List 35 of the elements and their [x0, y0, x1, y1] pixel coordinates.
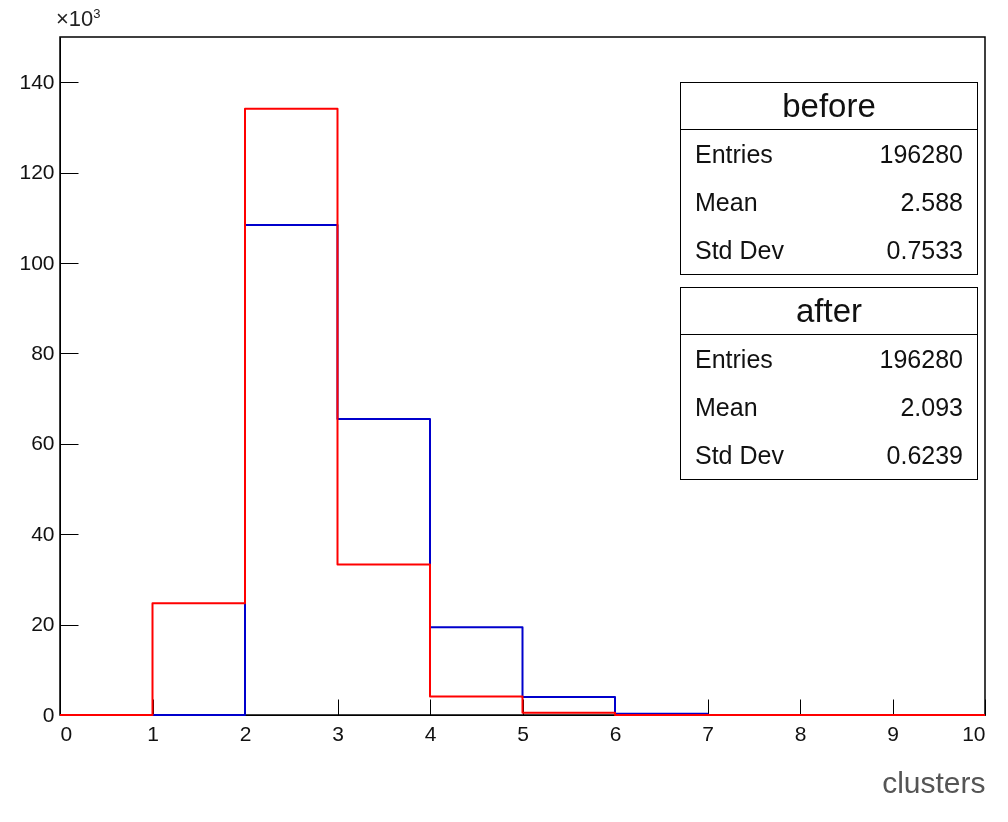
y-tick-label: 140: [19, 69, 55, 93]
y-tick-label: 60: [31, 431, 55, 455]
x-tick-label: 4: [424, 721, 437, 745]
annotation: 2.588: [900, 187, 963, 218]
annotation: after: [681, 288, 977, 335]
annotation: Mean: [695, 187, 758, 218]
x-tick-label: 9: [887, 721, 899, 745]
y-tick-label: 80: [31, 340, 55, 364]
annotation: Entries: [695, 344, 773, 375]
annotation: 196280: [879, 139, 963, 170]
x-tick-label: 10: [962, 721, 986, 745]
y-tick-label: 100: [19, 250, 55, 274]
annotation: Entries: [695, 139, 773, 170]
annotation: before: [681, 83, 977, 130]
y-tick-label: 20: [31, 612, 55, 636]
y-tick-label: 120: [19, 160, 55, 184]
y-axis-title: ×10$^{3}$: [56, 6, 101, 33]
x-tick-label: 5: [517, 721, 529, 745]
x-axis-title: clusters: [882, 765, 986, 799]
y-tick-label: 40: [31, 521, 55, 545]
x-tick-label: 1: [147, 721, 159, 745]
annotation: 196280: [879, 344, 963, 375]
y-tick-label: 0: [42, 702, 55, 726]
x-tick-label: 6: [609, 721, 622, 745]
x-tick-label: 8: [794, 721, 807, 745]
x-tick-label: 2: [239, 721, 252, 745]
x-tick-label: 7: [702, 721, 714, 745]
annotation: Std Dev: [695, 440, 784, 471]
annotation: Std Dev: [695, 235, 784, 266]
annotation: 0.7533: [886, 235, 963, 266]
annotation: Mean: [695, 392, 758, 423]
annotation: 2.093: [900, 392, 963, 423]
x-tick-label: 0: [60, 721, 73, 745]
x-tick-label: 3: [332, 721, 344, 745]
annotation: 0.6239: [886, 440, 963, 471]
